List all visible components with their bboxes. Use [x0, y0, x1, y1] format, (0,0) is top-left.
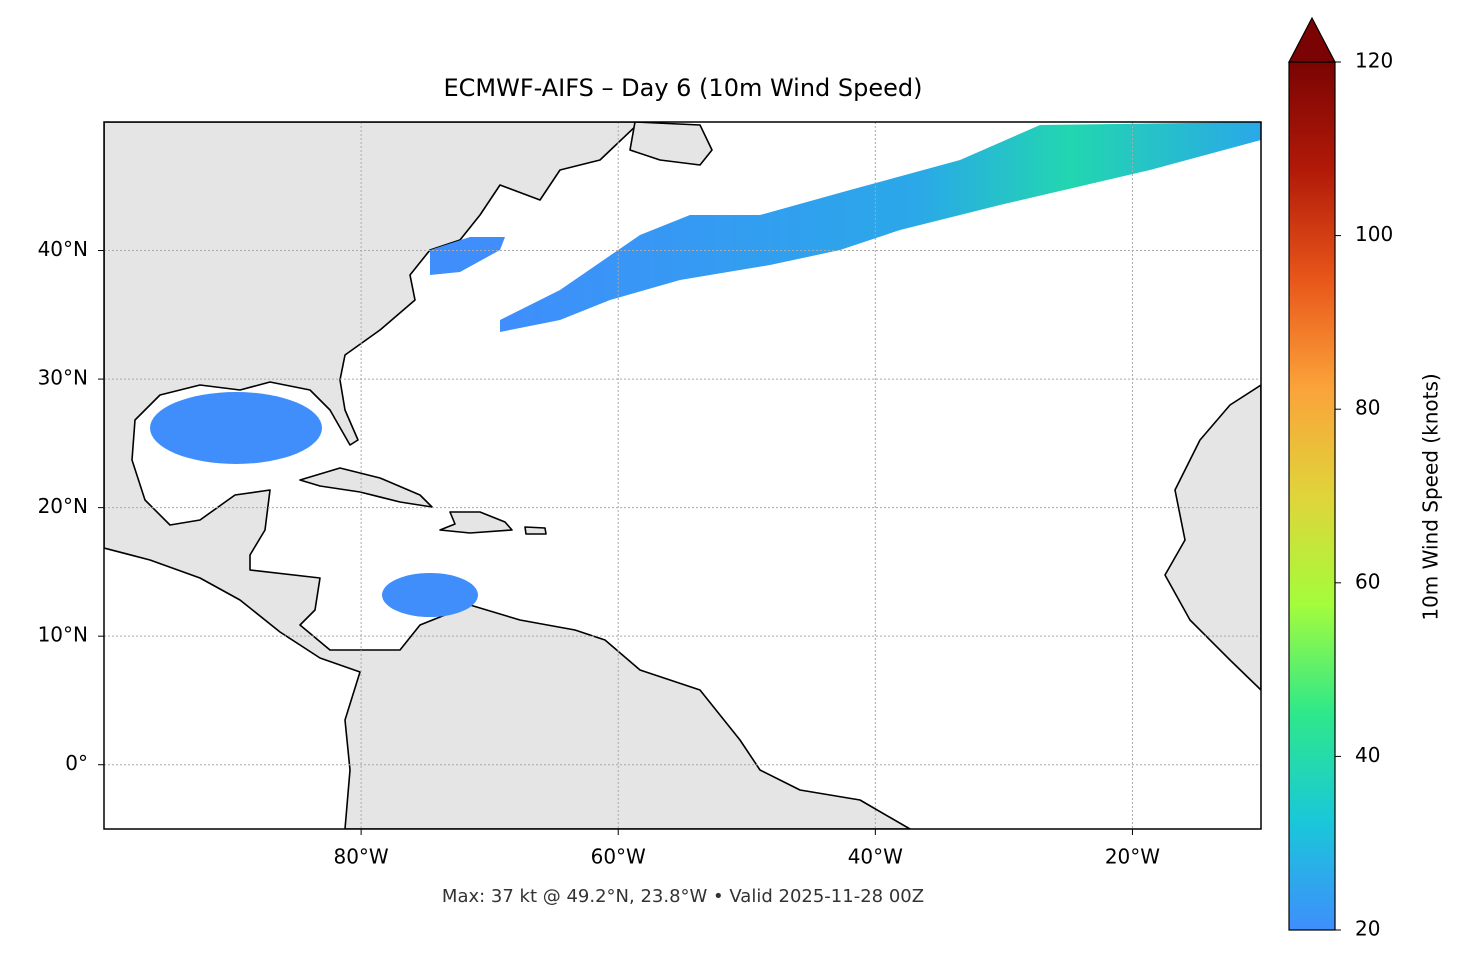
y-tick-label: 20°N [38, 494, 88, 518]
newfoundland [629, 122, 713, 166]
americas [104, 122, 911, 829]
map [104, 122, 1261, 829]
colorbar-tick-label: 80 [1355, 396, 1380, 420]
title: ECMWF-AIFS – Day 6 (10m Wind Speed) [443, 74, 922, 102]
x-tick-label: 40°W [848, 845, 903, 869]
colorbar-tick-label: 100 [1355, 222, 1393, 246]
y-tick-label: 40°N [38, 237, 88, 261]
puerto-rico [524, 526, 547, 535]
footer: Max: 37 kt @ 49.2°N, 23.8°W • Valid 2025… [442, 886, 924, 907]
map-frame [103, 121, 1262, 830]
y-tick-label: 0° [65, 751, 88, 775]
colorbar-extend [1288, 16, 1336, 63]
colorbar-label: 10m Wind Speed (knots) [1419, 373, 1443, 620]
africa [1164, 384, 1261, 691]
x-tick-label: 20°W [1105, 845, 1160, 869]
colorbar-tick-label: 40 [1355, 743, 1380, 767]
colorbar-tick-label: 60 [1355, 569, 1380, 593]
x-tick-label: 80°W [333, 845, 388, 869]
wind-area [500, 122, 1261, 332]
cuba [299, 467, 433, 508]
wind-area [150, 392, 322, 464]
x-tick-label: 60°W [591, 845, 646, 869]
wind-area [430, 237, 505, 275]
colorbar-tick-label: 120 [1355, 49, 1393, 73]
y-tick-label: 30°N [38, 366, 88, 390]
colorbar [1288, 61, 1336, 931]
colorbar-tick-label: 20 [1355, 917, 1380, 941]
wind-area [382, 573, 478, 617]
hispaniola [439, 511, 513, 534]
y-tick-label: 10°N [38, 623, 88, 647]
